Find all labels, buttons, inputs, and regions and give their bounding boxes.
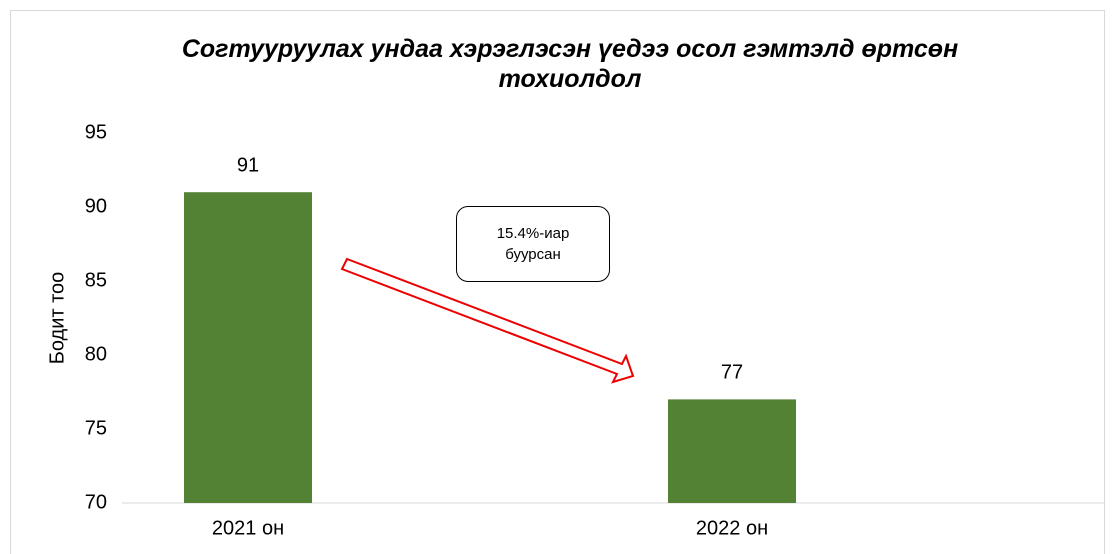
data-label: 77 — [721, 362, 743, 384]
chart-title: Согтууруулах ундаа хэрэглэсэн үедээ осол… — [181, 35, 959, 93]
y-tick-label: 70 — [85, 491, 107, 513]
x-tick-label: 2022 он — [696, 517, 768, 539]
y-tick-label: 95 — [85, 121, 107, 143]
y-tick-label: 80 — [85, 343, 107, 365]
y-axis-label: Бодит тоо — [46, 272, 68, 365]
data-label: 91 — [237, 154, 259, 176]
y-tick-label: 90 — [85, 195, 107, 217]
annotation: 15.4%-иар буурсан — [456, 206, 610, 282]
y-tick-label: 75 — [85, 417, 107, 439]
x-tick-label: 2021 он — [212, 517, 284, 539]
y-tick-label: 85 — [85, 269, 107, 291]
bar — [668, 399, 796, 503]
bar — [184, 192, 312, 503]
trend-arrow — [340, 257, 635, 384]
chart-border — [10, 10, 1105, 554]
